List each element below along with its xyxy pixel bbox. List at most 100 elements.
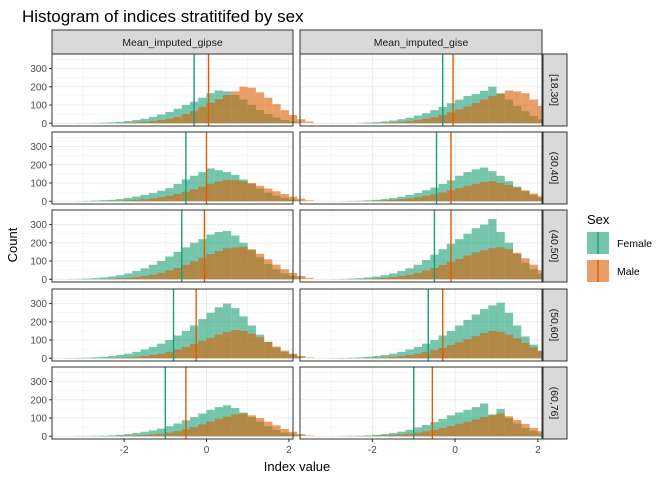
male-bar — [165, 195, 174, 202]
female-bar — [364, 277, 373, 280]
female-bar — [132, 351, 141, 359]
male-bar — [255, 337, 265, 359]
panel-1-5 — [51, 366, 314, 440]
male-bar — [181, 114, 191, 124]
male-bar — [463, 255, 472, 280]
y-tick-label: 300 — [30, 220, 47, 231]
male-bar — [529, 428, 538, 437]
male-bar — [198, 106, 207, 124]
male-bar — [272, 104, 281, 124]
male-bar — [496, 183, 505, 202]
male-bar — [463, 339, 472, 359]
female-bar — [115, 199, 125, 202]
male-bar — [206, 421, 215, 437]
male-bar — [397, 199, 406, 202]
male-bar — [264, 421, 273, 437]
male-bar — [513, 187, 522, 202]
female-bar — [99, 200, 108, 202]
male-bar — [380, 435, 389, 437]
y-tick-label: 100 — [30, 101, 47, 112]
y-axis-title: Count — [5, 227, 20, 262]
y-tick-label: 300 — [30, 64, 47, 75]
male-bar — [405, 274, 414, 280]
female-bar — [190, 175, 199, 202]
legend-title: Sex — [587, 212, 610, 227]
female-bar — [397, 351, 406, 359]
male-bar — [388, 434, 398, 437]
female-bar — [455, 325, 464, 359]
female-bar — [124, 353, 133, 359]
female-bar — [380, 434, 389, 437]
panel-2-4 — [299, 288, 563, 362]
male-bar — [140, 199, 149, 202]
female-bar — [413, 193, 423, 202]
male-bar — [479, 99, 489, 124]
male-bar — [115, 357, 125, 359]
male-bar — [413, 432, 423, 437]
male-bar — [157, 353, 166, 359]
female-bar — [107, 435, 116, 437]
male-bar — [305, 121, 314, 124]
male-bar — [132, 277, 141, 280]
male-bar — [513, 419, 522, 437]
female-bar — [115, 275, 125, 280]
male-bar — [446, 426, 456, 437]
male-bar — [380, 357, 389, 359]
male-bar — [297, 434, 306, 437]
female-bar — [157, 114, 166, 124]
female-bar — [446, 415, 456, 437]
male-bar — [214, 334, 223, 359]
female-bar — [380, 275, 389, 280]
male-bar — [488, 248, 497, 280]
female-bar — [364, 122, 373, 124]
female-bar — [430, 340, 439, 359]
male-bar — [157, 197, 166, 202]
male-bar — [214, 181, 223, 202]
male-bar — [222, 416, 232, 437]
panel-2-2 — [299, 131, 563, 205]
male-bar — [529, 264, 538, 280]
male-bar — [521, 93, 530, 124]
male-bar — [115, 200, 125, 202]
female-bar — [190, 417, 199, 437]
female-bar — [115, 354, 125, 359]
male-bar — [297, 119, 306, 124]
male-bar — [455, 188, 464, 202]
y-tick-label: 100 — [30, 336, 47, 347]
male-bar — [140, 356, 149, 359]
male-bar — [488, 415, 497, 437]
female-bar — [397, 271, 406, 280]
female-bar — [173, 251, 182, 280]
male-bar — [438, 265, 447, 280]
male-bar — [455, 423, 464, 437]
female-bar — [397, 431, 406, 437]
female-bar — [446, 330, 456, 359]
male-bar — [380, 200, 389, 202]
x-tick-label: -2 — [120, 445, 129, 456]
male-bar — [264, 188, 273, 202]
legend-label: Male — [617, 266, 640, 278]
male-bar — [132, 199, 141, 202]
male-bar — [413, 119, 423, 124]
legend-item-female: Female — [587, 232, 652, 254]
male-bar — [214, 418, 223, 437]
male-bar — [372, 278, 381, 280]
male-bar — [513, 91, 522, 124]
y-tick-label: 100 — [30, 257, 47, 268]
female-bar — [124, 273, 133, 280]
female-bar — [99, 122, 108, 124]
male-bar — [397, 121, 406, 124]
female-bar — [148, 193, 158, 202]
female-bar — [115, 121, 125, 124]
strip-background — [542, 366, 568, 440]
column-strip-label: Mean_imputed_gipse — [122, 37, 223, 49]
male-bar — [297, 356, 306, 359]
row-strip-label: (50,60] — [548, 309, 560, 342]
male-bar — [280, 193, 289, 202]
male-bar — [446, 345, 456, 359]
row-strip-label: (30,40] — [548, 152, 560, 185]
male-bar — [413, 353, 423, 359]
male-bar — [255, 253, 265, 280]
y-tick-label: 100 — [30, 179, 47, 190]
